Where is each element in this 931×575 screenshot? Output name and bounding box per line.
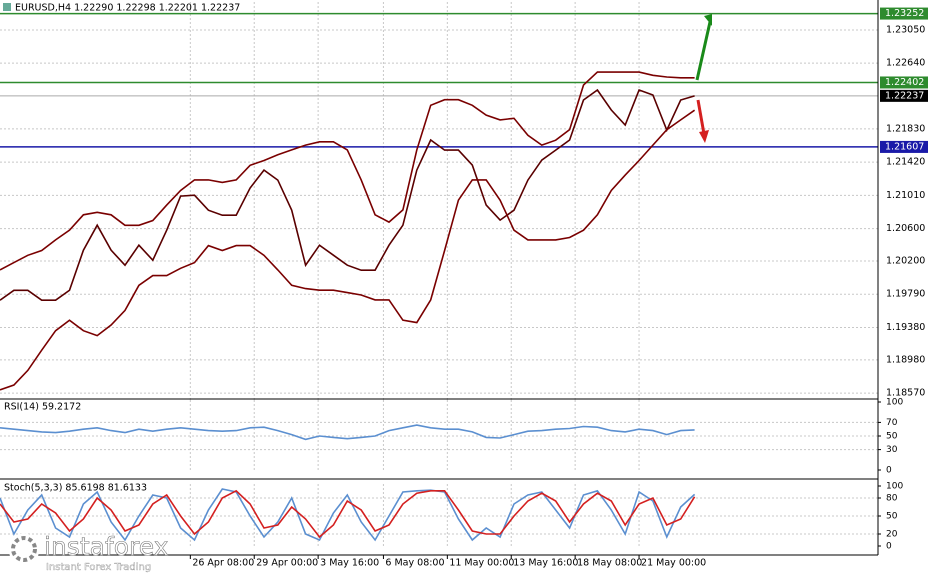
y-tick-label: 70 <box>886 418 898 428</box>
logo-ring <box>11 536 37 562</box>
level-label-box <box>880 140 928 153</box>
x-tick-label: 6 May 08:00 <box>385 558 444 569</box>
level-label-box <box>880 89 928 102</box>
down-arrow-head <box>699 130 709 143</box>
x-tick-label: 18 May 08:00 <box>577 558 642 569</box>
y-tick-label: 1.21830 <box>886 123 925 134</box>
y-tick-label: 1.19380 <box>886 322 925 333</box>
stoch-title: Stoch(5,3,3) 85.6198 81.6133 <box>4 483 147 494</box>
level-label: 1.21607 <box>885 141 924 152</box>
up-arrow-head <box>704 14 712 26</box>
y-tick-label: 1.21420 <box>886 157 925 168</box>
series-line <box>0 88 695 301</box>
y-tick-label: 1.21010 <box>886 190 925 201</box>
x-tick-label: 26 Apr 08:00 <box>192 558 254 569</box>
y-tick-label: 1.20600 <box>886 223 925 234</box>
level-label-box <box>880 76 928 89</box>
level-label: 1.22402 <box>885 77 924 88</box>
series-line <box>0 109 696 391</box>
y-tick-label: 20 <box>886 530 898 540</box>
x-tick-label: 29 Apr 00:00 <box>256 558 318 569</box>
logo: instaforex Instant Forex Trading <box>8 532 169 573</box>
y-tick-label: 1.22640 <box>886 58 925 69</box>
chart-title: EURUSD,H4 1.22290 1.22298 1.22201 1.2223… <box>15 3 240 14</box>
series-line <box>0 424 695 441</box>
y-tick-label: 50 <box>886 512 898 522</box>
series-line <box>0 489 696 539</box>
level-label: 1.22237 <box>885 90 924 101</box>
y-tick-label: 80 <box>886 494 898 504</box>
level-label-box <box>880 7 928 20</box>
symbol-icon <box>3 3 11 11</box>
brand-tagline: Instant Forex Trading <box>46 562 151 573</box>
y-tick-label: 1.20200 <box>886 255 925 266</box>
y-tick-label: 1.18980 <box>886 354 925 365</box>
y-tick-label: 0 <box>886 466 892 476</box>
y-tick-label: 100 <box>886 482 903 492</box>
y-tick-label: 1.19790 <box>886 289 925 300</box>
up-arrow <box>695 21 712 81</box>
x-tick-label: 3 May 16:00 <box>320 558 379 569</box>
y-tick-label: 1.23050 <box>886 24 925 35</box>
series-line <box>0 71 695 271</box>
y-tick-label: 1.18570 <box>886 388 925 399</box>
down-arrow <box>696 99 706 135</box>
x-tick-label: 11 May 00:00 <box>449 558 514 569</box>
x-tick-label: 13 May 16:00 <box>513 558 578 569</box>
y-tick-label: 50 <box>886 432 898 442</box>
y-tick-label: 30 <box>886 445 898 455</box>
y-tick-label: 0 <box>886 542 892 552</box>
y-tick-label: 100 <box>886 398 903 408</box>
series-line <box>0 488 696 542</box>
x-tick-label: 21 May 00:00 <box>641 558 706 569</box>
brand-name: instaforex <box>44 532 169 561</box>
level-label: 1.23252 <box>885 8 924 19</box>
rsi-title: RSI(14) 59.2172 <box>4 402 81 413</box>
